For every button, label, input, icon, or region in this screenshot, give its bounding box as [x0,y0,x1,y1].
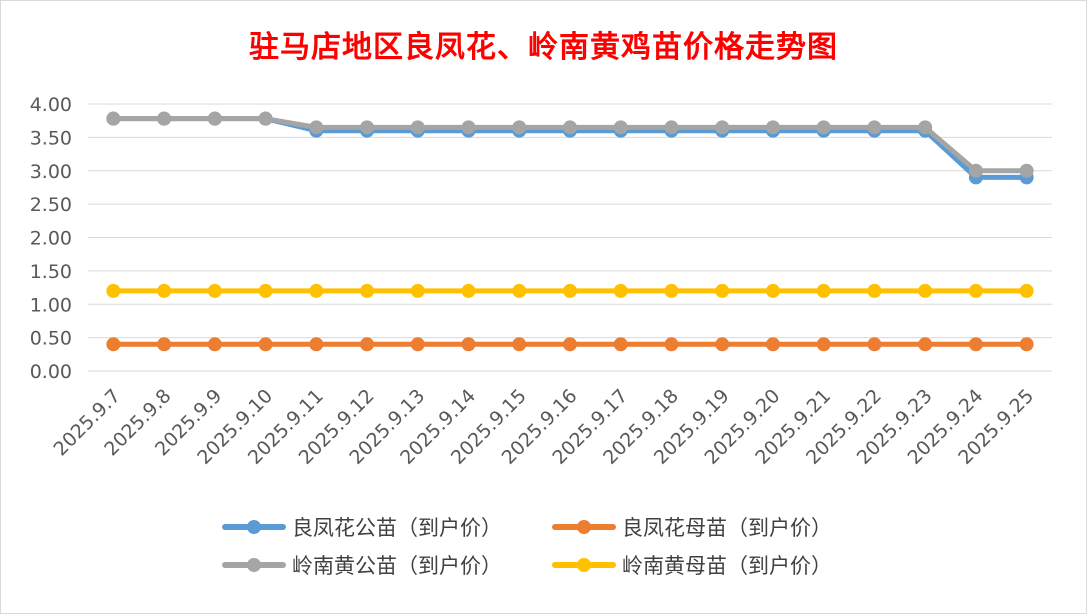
data-point [664,283,679,298]
data-point [207,337,222,352]
data-point [715,337,730,352]
y-axis-ticks: 0.00 0.50 1.00 1.50 2.00 2.50 3.00 3.50 4.00 [30,94,72,383]
data-point [563,120,577,135]
data-point [410,283,425,298]
data-point [207,111,222,126]
y-tick-label: 3.50 [30,127,72,149]
data-point [816,283,831,298]
data-point [613,120,628,135]
data-point [1019,337,1034,352]
legend-item-lf-female: 良凤花母苗（到户价） [552,512,882,542]
data-point [918,283,933,298]
data-point [968,163,983,178]
data-point [360,337,375,352]
legend-label-lf-female: 良凤花母苗（到户价） [622,516,832,540]
data-point [664,337,679,352]
data-point [1019,163,1034,178]
data-point [512,337,527,352]
data-point [715,120,730,135]
legend-swatch-ln-female [552,550,616,580]
data-point [461,120,476,135]
data-point [664,120,679,135]
data-point [207,283,222,298]
data-point [360,120,375,135]
data-point [867,120,882,135]
data-point [968,337,983,352]
data-point [816,120,831,135]
data-point [309,283,324,298]
legend-item-ln-female: 岭南黄母苗（到户价） [552,550,882,580]
legend-swatch-lf-male [222,512,286,542]
y-tick-label: 0.00 [30,361,72,383]
legend: 良凤花公苗（到户价） 良凤花母苗（到户价） 岭南黄公苗（到户价） 岭南黄母苗（到… [222,512,902,580]
y-tick-label: 1.00 [30,294,72,316]
legend-item-lf-male: 良凤花公苗（到户价） [222,512,552,542]
series-1 [106,337,1034,352]
y-tick-label: 2.50 [30,194,72,216]
legend-swatch-ln-male [222,550,286,580]
data-point [309,120,324,135]
data-point [867,283,882,298]
data-point [360,283,375,298]
data-point [512,120,527,135]
data-point [309,337,324,352]
y-tick-label: 3.00 [30,161,72,183]
legend-item-ln-male: 岭南黄公苗（到户价） [222,550,552,580]
data-point [613,283,628,298]
legend-label-lf-male: 良凤花公苗（到户价） [292,516,502,540]
data-point [410,337,425,352]
data-point [563,337,577,352]
data-point [461,337,476,352]
data-point [715,283,730,298]
gridlines [88,103,1052,372]
data-point [157,283,172,298]
data-point [258,337,273,352]
data-point [765,337,780,352]
y-tick-label: 2.00 [30,228,72,250]
data-point [512,283,527,298]
data-point [613,337,628,352]
legend-label-ln-male: 岭南黄公苗（到户价） [292,554,502,578]
data-point [765,120,780,135]
data-point [968,283,983,298]
data-point [258,283,273,298]
data-point [918,337,933,352]
series-3 [106,283,1034,298]
data-point [765,283,780,298]
legend-swatch-lf-female [552,512,616,542]
data-point [867,337,882,352]
series-2 [106,111,1034,178]
data-point [410,120,425,135]
x-axis-ticks: 2025.9.72025.9.82025.9.92025.9.102025.9.… [50,385,1039,469]
data-point [157,111,172,126]
y-tick-label: 0.50 [30,328,72,350]
data-point [563,283,577,298]
data-point [106,111,121,126]
series-lines [106,111,1034,352]
chart-title: 驻马店地区良凤花、岭南黄鸡苗价格走势图 [249,30,838,65]
data-point [918,120,933,135]
data-point [461,283,476,298]
y-tick-label: 4.00 [30,94,72,116]
y-tick-label: 1.50 [30,261,72,283]
data-point [258,111,273,126]
data-point [1019,283,1034,298]
data-point [106,337,121,352]
legend-label-ln-female: 岭南黄母苗（到户价） [622,554,832,578]
data-point [157,337,172,352]
data-point [106,283,121,298]
data-point [816,337,831,352]
